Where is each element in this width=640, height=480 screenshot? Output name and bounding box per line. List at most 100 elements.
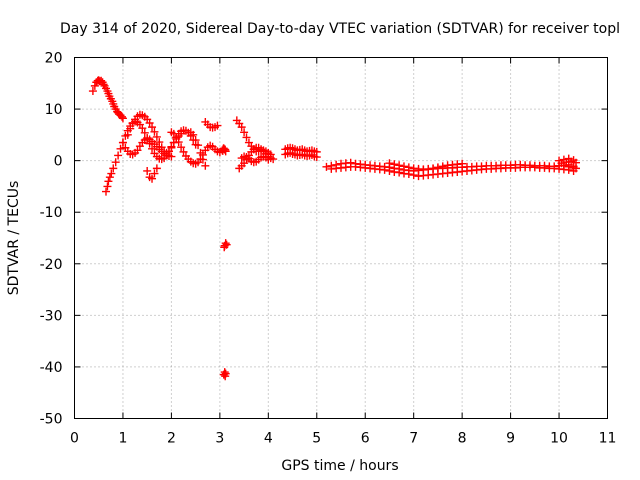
data-point <box>198 155 207 164</box>
data-point <box>118 114 127 123</box>
x-tick-label: 0 <box>70 431 79 447</box>
grid <box>74 57 608 419</box>
data-point <box>201 161 210 170</box>
x-tick-label: 4 <box>264 431 273 447</box>
data-point <box>242 133 251 142</box>
data-point <box>103 182 112 191</box>
data-point <box>150 169 159 178</box>
x-tick-label: 3 <box>215 431 224 447</box>
data-point <box>196 148 205 157</box>
data-point <box>220 243 229 252</box>
data-point <box>114 151 123 160</box>
y-tick-label: 20 <box>45 51 63 67</box>
data-point <box>138 124 147 133</box>
y-tick-label: -40 <box>40 360 63 376</box>
data-point <box>118 138 127 147</box>
data-point <box>221 145 230 154</box>
data-point <box>390 160 399 169</box>
data-point <box>433 163 442 172</box>
data-point <box>189 130 198 139</box>
data-point <box>128 119 137 128</box>
x-tick-labels: 0 1 2 3 4 5 6 7 8 9 10 11 <box>70 431 616 447</box>
data-point <box>104 177 113 186</box>
data-point <box>167 152 176 161</box>
data-point <box>404 170 413 179</box>
data-point <box>148 174 157 183</box>
data-point <box>219 144 228 153</box>
x-tick-label: 6 <box>361 431 370 447</box>
data-point <box>90 81 99 90</box>
data-point <box>126 124 135 133</box>
y-axis-label: SDTVAR / TECUs <box>6 181 22 296</box>
data-point <box>123 130 132 139</box>
data-point <box>458 159 467 168</box>
x-axis-label: GPS time / hours <box>281 458 398 474</box>
data-point <box>194 141 203 150</box>
data-point <box>174 138 183 147</box>
x-tick-label: 11 <box>599 431 617 447</box>
data-point <box>155 138 164 147</box>
data-point <box>88 87 97 96</box>
data-point <box>221 239 230 248</box>
data-point <box>133 146 142 155</box>
data-point <box>399 162 408 171</box>
data-point <box>145 118 154 127</box>
plot-frame <box>74 57 608 419</box>
data-point <box>179 147 188 156</box>
y-tick-label: 0 <box>54 154 63 170</box>
data-point <box>385 166 394 175</box>
y-tick-label: -50 <box>40 412 63 428</box>
y-tick-label: -20 <box>40 257 63 273</box>
data-point <box>140 128 149 137</box>
data-point <box>99 80 108 89</box>
data-point <box>111 158 120 167</box>
data-point <box>143 166 152 175</box>
data-point <box>152 164 161 173</box>
data-point <box>395 168 404 177</box>
data-point <box>150 127 159 136</box>
data-point <box>152 132 161 141</box>
data-point <box>213 121 222 130</box>
data-point <box>395 161 404 170</box>
x-tick-label: 7 <box>409 431 418 447</box>
axis-ticks <box>74 57 608 419</box>
data-point <box>429 164 438 173</box>
data-point <box>572 164 581 173</box>
x-tick-label: 8 <box>458 431 467 447</box>
y-tick-label: -30 <box>40 308 63 324</box>
data-points <box>88 76 581 381</box>
data-point <box>264 155 273 164</box>
data-point <box>148 144 157 153</box>
data-point <box>438 162 447 171</box>
x-tick-label: 1 <box>118 431 127 447</box>
data-point <box>312 153 321 162</box>
x-tick-label: 5 <box>312 431 321 447</box>
data-point <box>117 112 126 121</box>
y-tick-label: -10 <box>40 205 63 221</box>
data-point <box>101 187 110 196</box>
data-point <box>107 169 116 178</box>
y-tick-labels: -50 -40 -30 -20 -10 0 10 20 <box>40 51 63 428</box>
data-point <box>564 160 573 169</box>
chart-title: Day 314 of 2020, Sidereal Day-to-day VTE… <box>60 21 620 37</box>
x-tick-label: 10 <box>550 431 568 447</box>
data-point <box>172 133 181 142</box>
data-point <box>385 159 394 168</box>
data-point <box>237 123 246 132</box>
data-point <box>409 171 418 180</box>
data-point <box>148 123 157 132</box>
data-point <box>167 143 176 152</box>
data-point <box>116 144 125 153</box>
data-point <box>105 173 114 182</box>
data-point <box>221 372 230 381</box>
data-point <box>240 128 249 137</box>
data-point <box>157 143 166 152</box>
data-point <box>404 163 413 172</box>
data-point <box>322 162 331 171</box>
y-tick-label: 10 <box>45 102 63 118</box>
x-tick-label: 9 <box>506 431 515 447</box>
data-point <box>380 165 389 174</box>
x-tick-label: 2 <box>167 431 176 447</box>
data-point <box>177 143 186 152</box>
